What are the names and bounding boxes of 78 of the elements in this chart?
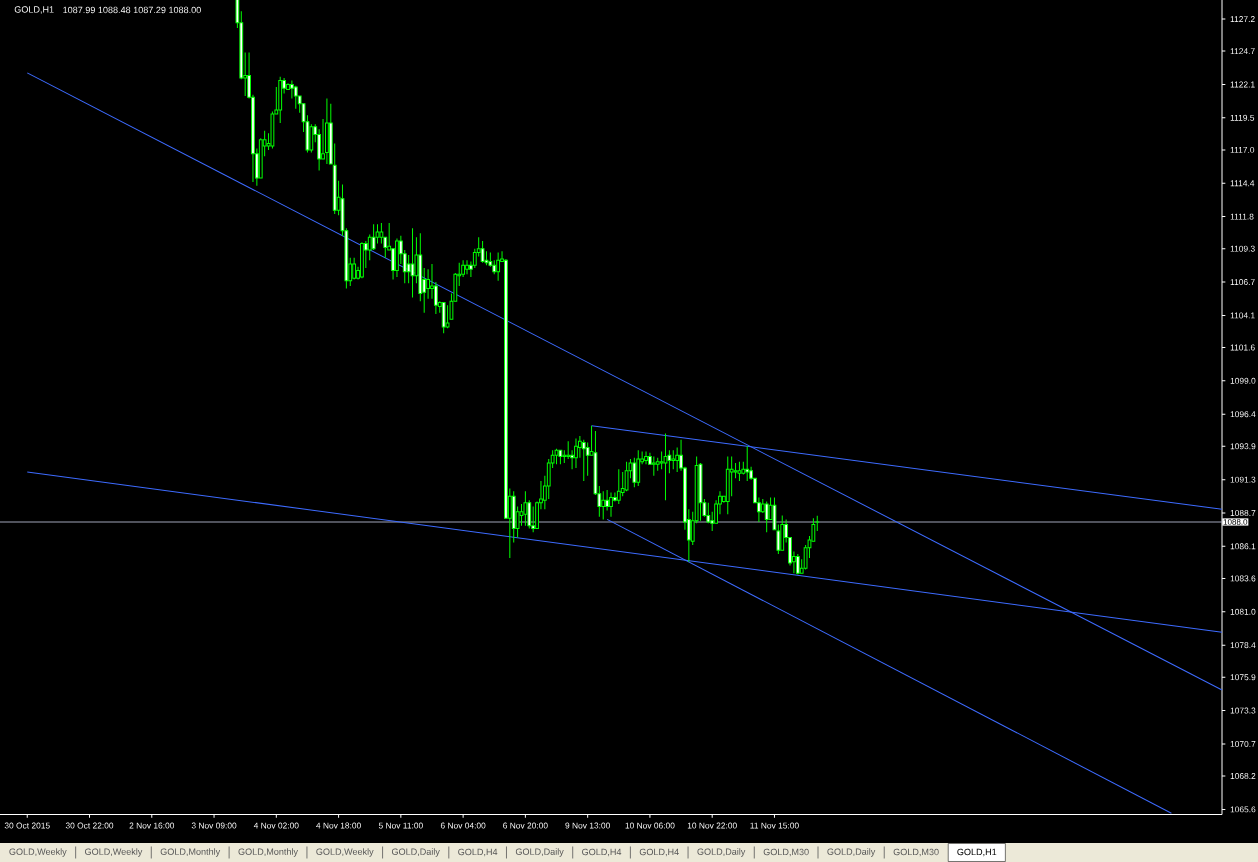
candlestick bbox=[644, 450, 648, 465]
candlestick bbox=[795, 553, 800, 576]
text: GOLD,H1 bbox=[14, 6, 54, 14]
y-tick-label: 1075.9 bbox=[1230, 674, 1256, 681]
x-tick-label: 30 Oct 22:00 bbox=[65, 822, 114, 829]
candlestick bbox=[601, 490, 606, 520]
x-tick-label: 11 Nov 15:00 bbox=[750, 822, 799, 829]
text: GOLD,Weekly bbox=[316, 848, 374, 857]
y-tick-label: 1104.1 bbox=[1230, 312, 1255, 319]
y-tick-label: 1073.3 bbox=[1230, 707, 1256, 714]
y-tick-label: 1127.2 bbox=[1230, 16, 1255, 22]
candlestick bbox=[410, 227, 415, 298]
y-tick-label: 1065.6 bbox=[1230, 806, 1256, 813]
x-tick-label: 4 Nov 02:00 bbox=[253, 822, 299, 829]
candlestick bbox=[651, 456, 656, 477]
text: GOLD,H1 bbox=[957, 848, 997, 857]
candlestick bbox=[426, 268, 430, 300]
text: GOLD,Daily bbox=[697, 848, 746, 857]
candlestick bbox=[496, 252, 501, 282]
y-tick-label: 1124.7 bbox=[1230, 48, 1255, 55]
text: 1087.99 1088.48 1087.29 1088.00 bbox=[63, 6, 201, 14]
text: GOLD,Weekly bbox=[85, 848, 143, 857]
candlestick bbox=[574, 438, 578, 469]
x-tick-label: 30 Oct 2015 bbox=[4, 822, 50, 829]
y-tick-label: 1070.7 bbox=[1230, 740, 1256, 747]
y-tick-label: 1068.2 bbox=[1230, 773, 1256, 779]
y-tick-label: 1117.0 bbox=[1230, 146, 1255, 153]
candlestick bbox=[620, 471, 625, 497]
candlestick bbox=[581, 439, 586, 482]
y-tick-label: 1122.1 bbox=[1230, 81, 1255, 88]
y-tick-label: 1106.7 bbox=[1230, 279, 1255, 286]
candlestick bbox=[465, 259, 469, 275]
candlestick bbox=[671, 449, 676, 470]
x-tick-label: 2 Nov 16:00 bbox=[129, 822, 175, 829]
y-tick-label: 1086.1 bbox=[1230, 543, 1256, 550]
y-tick-label: 1091.3 bbox=[1230, 476, 1256, 483]
y-tick-label: 1119.5 bbox=[1230, 114, 1255, 121]
y-tick-label: 1081.0 bbox=[1230, 608, 1256, 615]
text: GOLD,Daily bbox=[827, 848, 876, 857]
text: GOLD,H4 bbox=[458, 848, 498, 857]
y-tick-label: 1109.3 bbox=[1230, 245, 1255, 252]
ref-line-label: 1088.0 bbox=[1223, 519, 1248, 525]
candlestick bbox=[523, 490, 528, 527]
candlestick bbox=[605, 489, 610, 511]
y-tick-label: 1096.4 bbox=[1230, 411, 1256, 418]
y-tick-label: 1078.4 bbox=[1230, 642, 1256, 649]
y-tick-label: 1111.8 bbox=[1230, 213, 1254, 220]
text: GOLD,M30 bbox=[893, 848, 939, 857]
x-tick-label: 3 Nov 09:00 bbox=[191, 822, 237, 829]
candlestick bbox=[616, 468, 621, 505]
text: GOLD,H4 bbox=[582, 848, 622, 857]
text: GOLD,H4 bbox=[639, 848, 679, 857]
candlestick bbox=[636, 449, 641, 487]
candlestick bbox=[371, 223, 376, 251]
candlestick bbox=[379, 222, 384, 245]
y-tick-label: 1114.4 bbox=[1230, 180, 1255, 187]
y-tick-label: 1101.6 bbox=[1230, 344, 1255, 351]
x-tick-label: 6 Nov 20:00 bbox=[503, 822, 548, 829]
text: GOLD,M30 bbox=[763, 848, 809, 857]
text: GOLD,Monthly bbox=[160, 848, 221, 857]
candlestick bbox=[632, 457, 637, 488]
text: GOLD,Daily bbox=[515, 848, 564, 857]
x-tick-label: 10 Nov 22:00 bbox=[687, 822, 737, 829]
y-tick-label: 1099.0 bbox=[1230, 377, 1256, 384]
candlestick bbox=[624, 461, 629, 492]
y-tick-label: 1088.7 bbox=[1230, 510, 1256, 516]
y-tick-label: 1083.6 bbox=[1230, 575, 1256, 582]
text: GOLD,Weekly bbox=[9, 848, 67, 857]
text: GOLD,Monthly bbox=[238, 848, 298, 857]
x-tick-label: 10 Nov 06:00 bbox=[625, 822, 675, 829]
x-tick-label: 6 Nov 04:00 bbox=[440, 822, 486, 829]
x-tick-label: 4 Nov 18:00 bbox=[316, 822, 361, 829]
text: GOLD,Daily bbox=[391, 848, 440, 857]
x-tick-label: 9 Nov 13:00 bbox=[565, 822, 610, 829]
x-tick-label: 5 Nov 11:00 bbox=[378, 822, 423, 829]
y-tick-label: 1093.9 bbox=[1230, 443, 1256, 450]
candlestick bbox=[675, 447, 680, 473]
candlestick bbox=[609, 491, 613, 518]
